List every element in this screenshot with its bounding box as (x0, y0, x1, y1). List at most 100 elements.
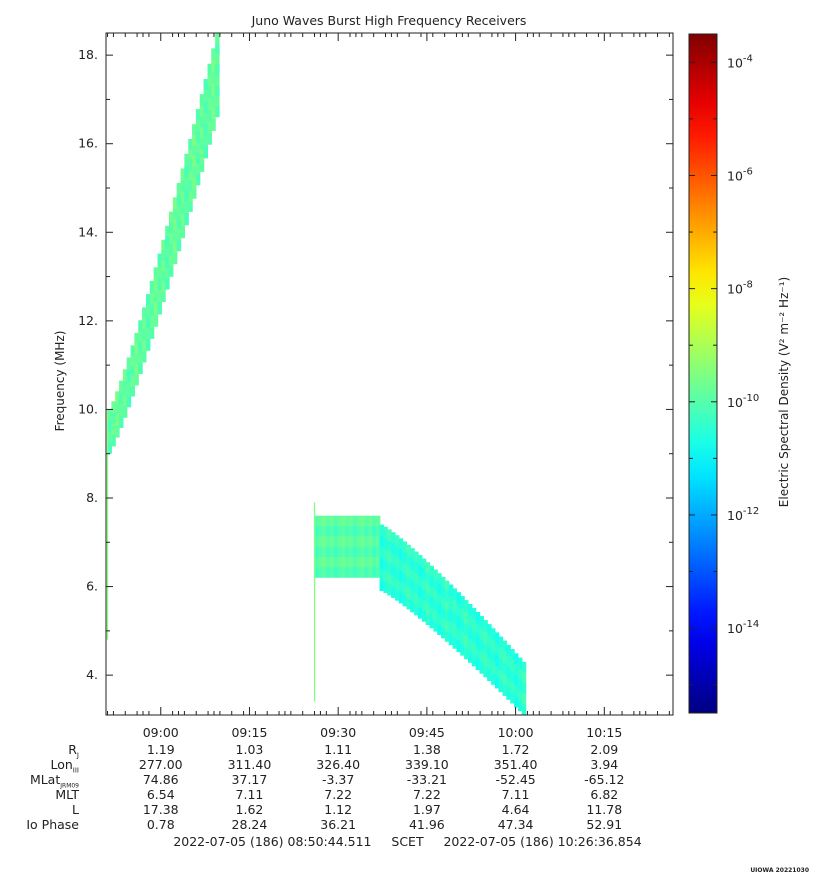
spectrogram-cell (341, 567, 346, 578)
spectrogram-cell (425, 572, 431, 584)
spectrogram-cell (130, 386, 135, 397)
spectrogram-cell (483, 665, 488, 678)
spectrogram-cell (188, 201, 193, 212)
spectrogram-cell (521, 704, 527, 715)
spectrogram-cell (126, 370, 132, 383)
spectrogram-cell (429, 576, 434, 587)
spectrogram-cell (134, 353, 139, 365)
colorbar-tick-label: 10-10 (727, 393, 759, 410)
spectrogram-cell (153, 291, 159, 303)
spectrogram-cell (211, 48, 216, 61)
spectrogram-cell (119, 392, 124, 405)
spectrogram-cell (376, 567, 381, 578)
time-range-footer: 2022-07-05 (186) 08:50:44.511 SCET 2022-… (0, 834, 815, 849)
spectrogram-cell (414, 562, 419, 573)
spectrogram-cell (199, 138, 205, 150)
spectrogram-cell (165, 236, 170, 247)
spectrogram-cell (169, 222, 174, 234)
spectrogram-cell (138, 341, 143, 353)
spectrogram-cell (142, 351, 147, 363)
spectrogram-cell (157, 302, 162, 315)
spectrogram-cell (402, 595, 407, 607)
spectrogram-cell (188, 159, 193, 171)
spectrogram-cell (364, 567, 369, 578)
ephemeris-value-io: 36.21 (320, 817, 357, 832)
spectrogram-cell (115, 402, 120, 415)
spectrogram-cell (518, 657, 523, 669)
spectrogram-cell (421, 569, 427, 580)
ephemeris-label-rj: RJ (68, 742, 79, 760)
spectrogram-layer (106, 33, 527, 715)
spectrogram-cell (199, 94, 205, 172)
spectrogram-cell (460, 643, 465, 656)
spectrogram-cell (402, 573, 407, 585)
spectrogram-cell (184, 165, 189, 178)
spectrogram-cell (506, 688, 511, 700)
plot-area (105, 32, 674, 716)
spectrogram-cell (433, 579, 438, 591)
spectrogram-cell (483, 643, 488, 655)
spectrogram-cell (188, 139, 193, 150)
spectrogram-cell (475, 635, 481, 647)
spectrogram-cell (510, 692, 515, 704)
spectrogram-cell (429, 617, 434, 629)
spectrogram-cell (360, 526, 366, 537)
spectrogram-cell (172, 253, 178, 265)
ephemeris-value-io: 52.91 (586, 817, 623, 832)
spectrogram-cell (502, 662, 507, 674)
colorbar: 10-4 10-6 10-8 10-10 10-12 10-14 (688, 33, 759, 714)
spectrogram-cell (138, 363, 143, 374)
spectrogram-cell (122, 369, 128, 418)
spectrogram-cell (119, 416, 124, 428)
spectrogram-cell (464, 647, 469, 660)
spectrogram-cell (448, 584, 454, 597)
spectrogram-cell (372, 526, 377, 537)
spectrogram-cell (203, 124, 208, 136)
spectrogram-cell (149, 327, 155, 339)
spectrogram-cell (176, 194, 182, 206)
spectrogram-cell (215, 85, 220, 97)
spectrogram-cell (211, 48, 216, 131)
spectrogram-cell (425, 593, 431, 605)
spectrogram-cell (494, 654, 500, 666)
spectrogram-cell (387, 584, 392, 596)
spectrogram-cell (402, 552, 407, 564)
spectrogram-cell (161, 270, 166, 282)
spectrogram-cell (349, 546, 354, 557)
spectrogram-spike (313, 502, 316, 702)
spectrogram-cell (368, 526, 373, 537)
spectrogram-cell (391, 565, 396, 576)
colorbar-tick-label: 10-4 (727, 53, 753, 70)
y-tick-label: 12. (78, 313, 98, 328)
ephemeris-value-rj: 1.03 (235, 742, 264, 757)
spectrogram-cell (391, 586, 396, 598)
spectrogram-cell (161, 250, 166, 261)
spectrogram-cell (172, 230, 178, 242)
spectrogram-cell (425, 614, 431, 625)
spectrogram-cell (437, 624, 442, 635)
colorbar-tick-label: 10-14 (727, 619, 759, 636)
spectrogram-cell (353, 526, 358, 537)
spectrogram-cell (176, 239, 182, 252)
spectrogram-cell (195, 109, 201, 186)
spectrogram-cell (345, 526, 350, 537)
spectrogram-cell (353, 567, 358, 578)
ephemeris-label-lon: LonIII (50, 757, 79, 775)
spectrogram-cell (326, 546, 331, 557)
x-tick-label: 09:00 (143, 725, 179, 740)
spectrogram-cell (460, 619, 465, 632)
spectrogram-cell (452, 588, 457, 601)
spectrogram-cell (479, 616, 484, 628)
spectrogram-cell (211, 72, 216, 84)
y-axis-label: Frequency (MHz) (53, 331, 67, 432)
spectrogram-cell (406, 598, 411, 610)
ephemeris-value-mlt: 7.22 (412, 787, 441, 802)
ephemeris-value-io: 0.78 (146, 817, 175, 832)
spectrogram-cell (318, 546, 323, 557)
ephemeris-label-mlt: MLT (55, 787, 79, 802)
spectrogram-cell (414, 583, 419, 595)
spectrogram-cell (326, 526, 331, 537)
spectrogram-cell (391, 543, 396, 555)
spectrogram-cell (475, 612, 481, 624)
spectrogram-cell (444, 631, 450, 642)
